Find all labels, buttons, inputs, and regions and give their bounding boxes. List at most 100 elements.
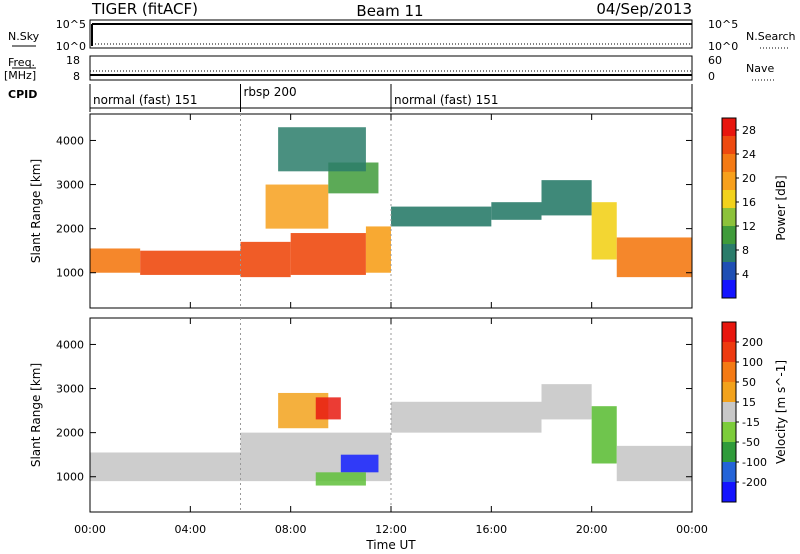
y-tick-label: 3000: [56, 179, 84, 192]
colorbar-segment: [722, 402, 736, 423]
nsky-tick-bottom: 10^0: [56, 40, 86, 53]
colorbar-tick-label: 50: [742, 376, 756, 389]
cpid-bar: CPID normal (fast) 151 rbsp 200 normal (fa…: [8, 84, 693, 112]
x-axis: 00:00 04:00 08:00 12:00 16:00 20:00 00:00: [74, 523, 708, 536]
x-tick-label: 00:00: [74, 523, 106, 536]
colorbar-tick-label: 8: [742, 244, 749, 257]
colorbar-tick-label: 4: [742, 268, 749, 281]
echo-band: [541, 384, 592, 420]
nsearch-label: N.Search: [746, 30, 796, 43]
power-panel: 1000 2000 3000 4000 Slant Range [km]: [29, 113, 693, 309]
colorbar-segment: [722, 342, 736, 363]
echo-band: [140, 250, 241, 275]
echo-band: [541, 180, 592, 216]
power-colorbar: 4 8 12 16 20 24 28 Power [dB]: [721, 117, 788, 299]
colorbar-tick-label: -50: [742, 436, 760, 449]
echo-patch: [278, 127, 366, 172]
freq-tick-bottom: 8: [73, 70, 80, 83]
colorbar-segment: [722, 280, 736, 299]
cpid-segment-label: rbsp 200: [244, 85, 297, 99]
echo-band: [391, 206, 492, 227]
x-tick-label: 16:00: [475, 523, 507, 536]
echo-band: [290, 233, 366, 275]
colorbar-tick-label: -15: [742, 416, 760, 429]
colorbar-segment: [722, 226, 736, 245]
nsky-label: N.Sky: [8, 30, 40, 43]
colorbar-tick-label: 24: [742, 148, 756, 161]
echo-band: [591, 202, 617, 260]
x-tick-label: 04:00: [174, 523, 206, 536]
echo-band: [90, 248, 141, 273]
nsearch-tick-bottom: 10^0: [708, 40, 738, 53]
echo-band: [391, 401, 542, 433]
colorbar-segment: [722, 482, 736, 503]
nave-tick-bottom: 0: [708, 70, 715, 83]
y-tick-label: 4000: [56, 134, 84, 147]
date-label: 04/Sep/2013: [596, 0, 692, 18]
colorbar-segment: [722, 118, 736, 137]
echo-band: [616, 445, 692, 482]
colorbar-tick-label: 16: [742, 196, 756, 209]
colorbar-segment: [722, 244, 736, 263]
beam-label: Beam 11: [356, 2, 423, 20]
freq-label: Freq.: [8, 56, 35, 69]
echo-patch: [340, 454, 379, 473]
x-tick-label: 00:00: [676, 523, 708, 536]
y-tick-label: 1000: [56, 471, 84, 484]
colorbar-segment: [722, 462, 736, 483]
colorbar-segment: [722, 172, 736, 191]
velocity-panel: 1000 2000 3000 4000 Slant Range [km]: [29, 317, 693, 513]
colorbar-tick-label: 200: [742, 336, 763, 349]
freq-unit: [MHz]: [4, 69, 36, 82]
radar-title: TIGER (fitACF): [91, 0, 198, 18]
colorbar-segment: [722, 442, 736, 463]
colorbar-label: Velocity [m s^-1]: [774, 360, 788, 464]
x-axis-label: Time UT: [365, 538, 416, 552]
x-tick-label: 12:00: [375, 523, 407, 536]
colorbar-segment: [722, 322, 736, 343]
cpid-segment-label: normal (fast) 151: [394, 93, 498, 107]
y-axis-label: Slant Range [km]: [29, 363, 43, 467]
colorbar-segment: [722, 208, 736, 227]
nave-tick-top: 60: [708, 54, 722, 67]
velocity-colorbar: 200 100 50 15 -15 -50 -100 -200 Velocity [m s^-1…: [721, 321, 788, 503]
colorbar-segment: [722, 136, 736, 155]
colorbar-tick-label: -100: [742, 456, 767, 469]
cpid-segment-label: normal (fast) 151: [93, 93, 197, 107]
echo-band: [616, 237, 692, 278]
colorbar-tick-label: -200: [742, 476, 767, 489]
freq-panel: Freq. [MHz] 18 8 60 0 Nave: [4, 54, 776, 83]
freq-tick-top: 18: [66, 54, 80, 67]
y-tick-label: 2000: [56, 223, 84, 236]
y-axis-label: Slant Range [km]: [29, 159, 43, 263]
nsearch-tick-top: 10^5: [708, 18, 738, 31]
colorbar-tick-label: 12: [742, 220, 756, 233]
cpid-label: CPID: [8, 88, 37, 101]
echo-patch: [265, 184, 329, 229]
y-tick-label: 2000: [56, 427, 84, 440]
nave-label: Nave: [746, 62, 774, 75]
colorbar-tick-label: 15: [742, 396, 756, 409]
y-tick-label: 1000: [56, 267, 84, 280]
echo-band: [491, 202, 542, 220]
nsky-panel: N.Sky 10^5 10^0 10^5 10^0 N.Search: [8, 18, 796, 53]
colorbar-tick-label: 28: [742, 124, 756, 137]
echo-band: [591, 406, 617, 464]
colorbar-segment: [722, 190, 736, 209]
y-tick-label: 4000: [56, 338, 84, 351]
x-tick-label: 08:00: [275, 523, 307, 536]
nsky-tick-top: 10^5: [56, 18, 86, 31]
echo-band: [240, 241, 291, 278]
colorbar-tick-label: 100: [742, 356, 763, 369]
y-tick-label: 3000: [56, 383, 84, 396]
colorbar-segment: [722, 362, 736, 383]
x-tick-label: 20:00: [576, 523, 608, 536]
echo-patch: [315, 397, 341, 420]
colorbar-segment: [722, 382, 736, 403]
echo-patch: [315, 472, 366, 486]
colorbar-segment: [722, 422, 736, 443]
colorbar-segment: [722, 262, 736, 281]
colorbar-label: Power [dB]: [774, 175, 788, 240]
echo-band: [365, 226, 391, 273]
